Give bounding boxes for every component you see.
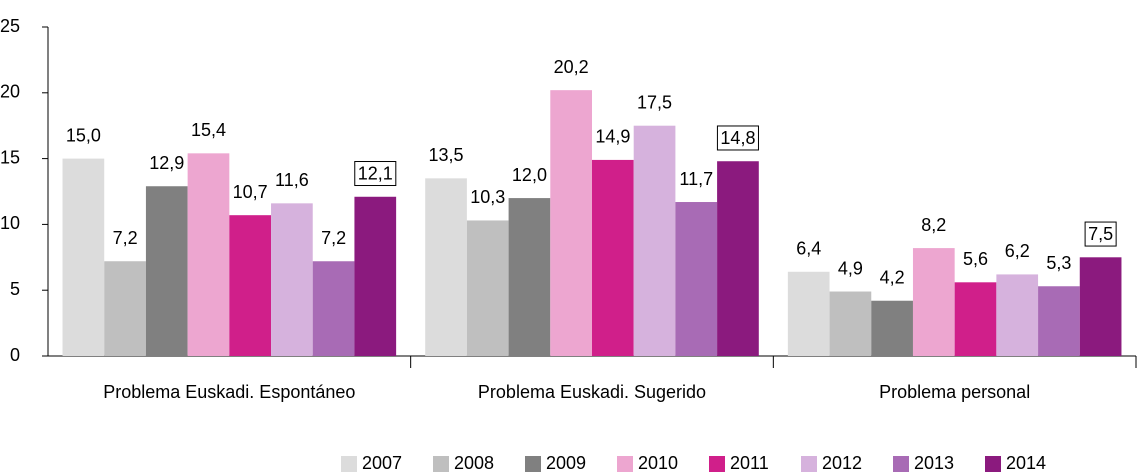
bar <box>1079 257 1122 356</box>
value-label-box <box>354 161 397 187</box>
legend-swatch <box>341 456 357 472</box>
bar <box>312 261 355 356</box>
legend-label: 2012 <box>822 453 862 472</box>
x-tick-label: Problema Euskadi. Espontáneo <box>103 382 355 402</box>
value-label: 11,7 <box>679 169 713 189</box>
bar <box>508 198 551 356</box>
bar <box>954 282 997 356</box>
value-label: 13,5 <box>429 145 464 165</box>
legend-swatch <box>985 456 1001 472</box>
value-label: 5,6 <box>963 249 988 269</box>
value-label: 7,5 <box>1088 224 1113 244</box>
value-label: 4,9 <box>838 258 863 278</box>
legend-label: 2013 <box>914 453 954 472</box>
bar <box>229 215 272 356</box>
value-label: 7,2 <box>321 228 346 248</box>
legend-swatch <box>433 456 449 472</box>
value-label-box <box>1084 221 1117 247</box>
legend-label: 2011 <box>730 453 769 472</box>
value-label: 12,9 <box>149 153 184 173</box>
legend-swatch <box>525 456 541 472</box>
value-label: 12,0 <box>512 165 547 185</box>
value-label: 6,2 <box>1005 241 1030 261</box>
value-label: 14,9 <box>595 127 630 147</box>
bar <box>996 274 1039 356</box>
value-label: 8,2 <box>921 215 946 235</box>
legend-swatch <box>801 456 817 472</box>
y-tick-label: 10 <box>0 213 20 233</box>
value-label: 7,2 <box>113 228 138 248</box>
y-tick-label: 5 <box>10 279 20 299</box>
legend-label: 2014 <box>1006 453 1046 472</box>
value-label: 11,6 <box>275 170 309 190</box>
x-tick-label: Problema personal <box>879 382 1030 402</box>
legend-swatch <box>617 456 633 472</box>
value-label: 6,4 <box>796 239 821 259</box>
bar <box>354 196 397 356</box>
value-label-box <box>716 125 759 151</box>
bar <box>1038 286 1080 356</box>
value-label: 14,8 <box>720 128 755 148</box>
legend-label: 2007 <box>362 453 402 472</box>
bar <box>550 90 592 356</box>
value-label: 20,2 <box>554 57 589 77</box>
y-tick-label: 25 <box>0 16 20 36</box>
value-label: 15,4 <box>191 120 226 140</box>
legend-label: 2008 <box>454 453 494 472</box>
value-label: 12,1 <box>358 164 393 184</box>
legend-swatch <box>893 456 909 472</box>
y-tick-label: 0 <box>10 345 20 365</box>
bar <box>466 220 509 356</box>
legend-label: 2009 <box>546 453 586 472</box>
y-tick-label: 15 <box>0 147 20 167</box>
bar <box>871 300 913 356</box>
bar <box>633 125 676 356</box>
y-tick-label: 20 <box>0 82 20 102</box>
bar <box>912 248 955 356</box>
bar <box>145 186 188 356</box>
value-label: 4,2 <box>880 267 905 287</box>
legend-swatch <box>709 456 725 472</box>
value-label: 5,3 <box>1046 253 1071 273</box>
bar <box>104 261 146 356</box>
legend-label: 2010 <box>638 453 678 472</box>
value-label: 10,7 <box>233 182 268 202</box>
x-tick-label: Problema Euskadi. Sugerido <box>478 382 706 402</box>
bar <box>62 158 105 356</box>
value-label: 10,3 <box>470 187 505 207</box>
bar <box>425 178 467 356</box>
value-label: 15,0 <box>66 125 101 145</box>
bar <box>717 161 759 356</box>
bar <box>271 203 313 356</box>
bar <box>592 159 634 356</box>
bar <box>787 271 830 356</box>
value-label: 17,5 <box>637 92 672 112</box>
bar <box>187 153 230 356</box>
bar <box>675 202 718 356</box>
bar <box>829 291 872 356</box>
